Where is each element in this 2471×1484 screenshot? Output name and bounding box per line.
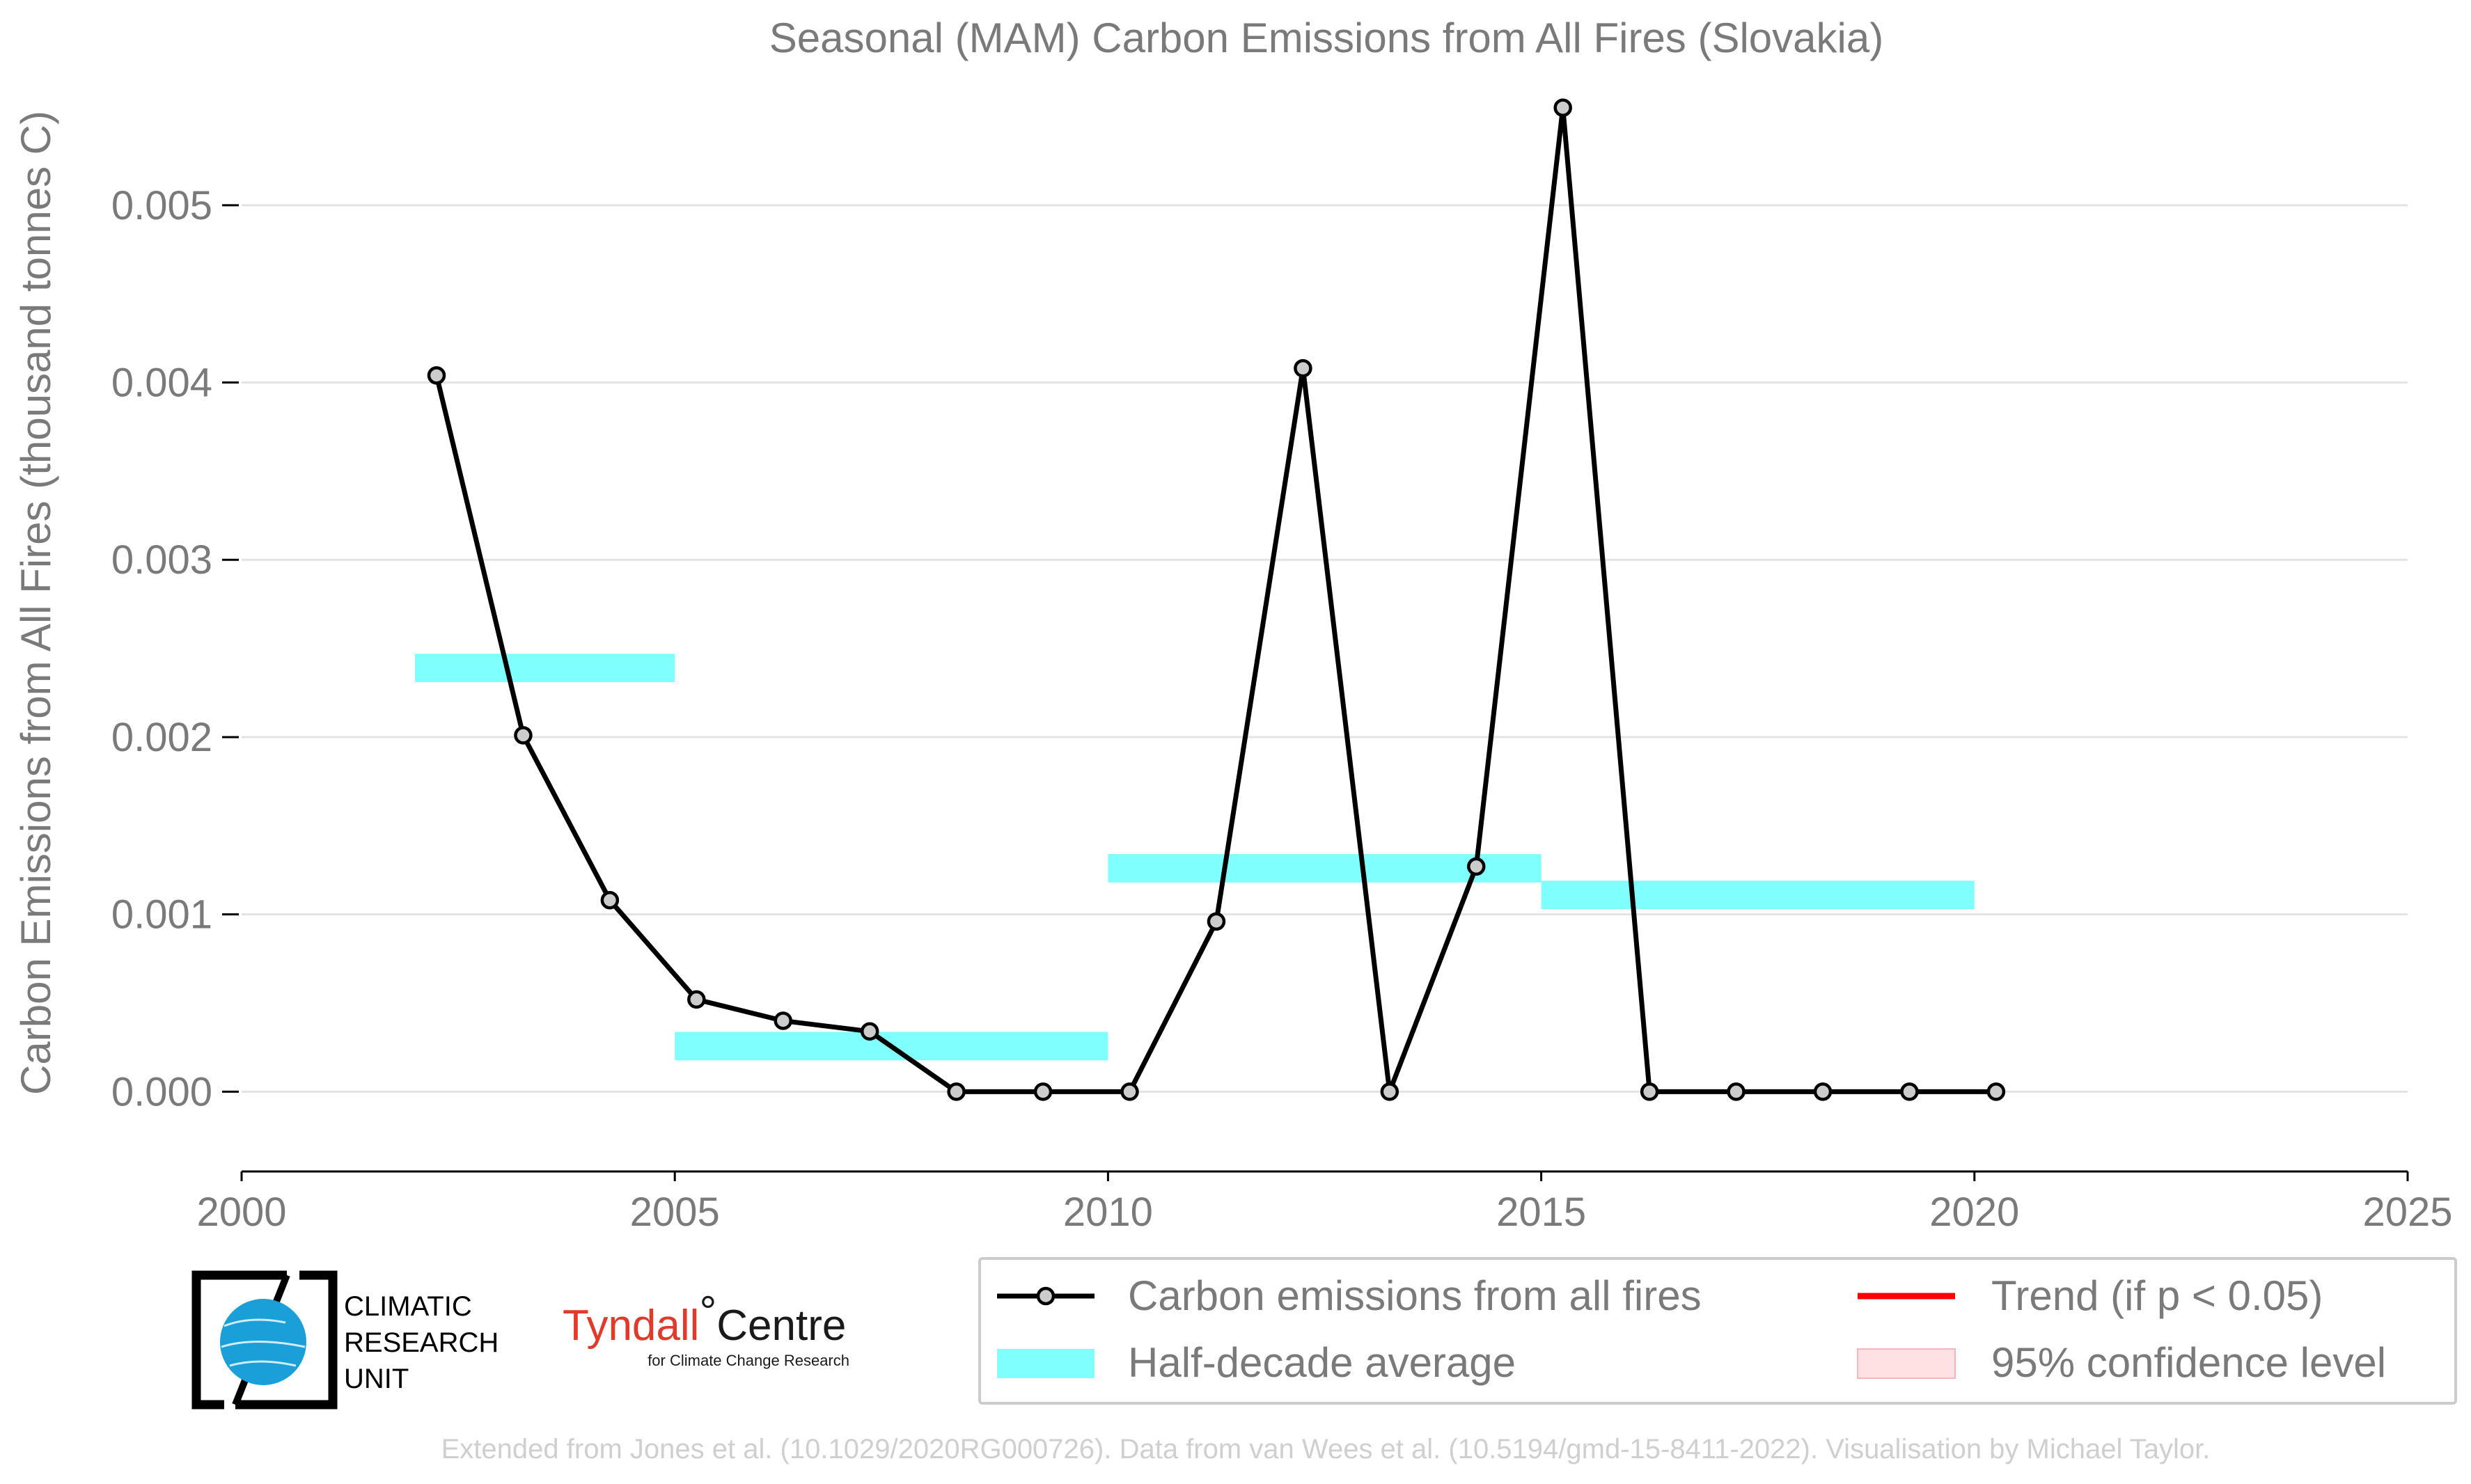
legend-item-confidence: 95% confidence level — [1857, 1339, 2386, 1386]
cru-logo-line2: RESEARCH — [344, 1327, 499, 1358]
cru-logo-line1: CLIMATIC — [344, 1291, 472, 1322]
x-axis-ticks: 2000 2005 2010 2015 2020 2025 — [196, 1171, 2453, 1235]
tyndall-logo-name: Tyndall — [563, 1302, 699, 1350]
legend-label-half-decade: Half-decade average — [1128, 1339, 1516, 1386]
data-point — [1900, 1082, 1919, 1101]
grid-layer — [242, 204, 2408, 1093]
y-tick-label: 0.003 — [111, 537, 212, 583]
tyndall-logo-degree: ° — [699, 1288, 716, 1336]
half-decade-average-bar — [1541, 881, 1975, 910]
y-tick-label: 0.004 — [111, 361, 212, 406]
data-point — [514, 726, 533, 745]
credit-line: Extended from Jones et al. (10.1029/2020… — [441, 1434, 2211, 1465]
y-tick-label: 0.000 — [111, 1069, 212, 1114]
x-tick-label: 2000 — [196, 1190, 286, 1235]
series-line-layer — [434, 105, 1996, 1094]
x-tick-label: 2015 — [1496, 1190, 1586, 1235]
y-axis-label: Carbon Emissions from All Fires (thousan… — [13, 111, 59, 1095]
tyndall-logo-subtitle: for Climate Change Research — [648, 1352, 849, 1369]
data-point — [1553, 98, 1572, 117]
x-tick-label: 2010 — [1063, 1190, 1153, 1235]
chart-title: Seasonal (MAM) Carbon Emissions from All… — [769, 15, 1883, 61]
data-point — [687, 990, 706, 1009]
data-point — [1986, 1082, 2006, 1101]
data-point — [947, 1082, 966, 1101]
x-tick-label: 2005 — [630, 1190, 720, 1235]
legend-label-confidence: 95% confidence level — [1991, 1339, 2386, 1386]
legend-swatch-half-decade — [997, 1349, 1095, 1378]
data-point — [774, 1011, 792, 1030]
y-tick-label: 0.002 — [111, 715, 212, 760]
data-point — [1467, 857, 1486, 876]
legend-item-trend: Trend (if p < 0.05) — [1858, 1272, 2323, 1319]
half-decade-average-layer — [414, 654, 1975, 1061]
data-point — [1120, 1082, 1139, 1101]
series-point-layer — [427, 98, 2006, 1101]
data-point — [1813, 1082, 1833, 1101]
x-tick-label: 2020 — [1929, 1190, 2019, 1235]
data-point — [1294, 358, 1312, 378]
data-point — [427, 366, 446, 385]
series-line — [434, 105, 1996, 1094]
svg-text:Tyndall°Centre: Tyndall°Centre — [563, 1288, 846, 1350]
legend-frame — [978, 1257, 2457, 1405]
data-point — [1380, 1082, 1399, 1101]
legend-swatch-confidence — [1857, 1348, 1956, 1379]
tyndall-logo: Tyndall°Centre for Climate Change Resear… — [563, 1288, 849, 1369]
y-axis-ticks: 0.000 0.001 0.002 0.003 0.004 0.005 — [111, 183, 239, 1114]
data-point — [860, 1022, 879, 1041]
cru-logo-line3: UNIT — [344, 1364, 409, 1394]
y-tick-label: 0.005 — [111, 183, 212, 228]
cru-logo: CLIMATIC RESEARCH UNIT — [191, 1270, 499, 1410]
data-point — [1033, 1082, 1053, 1101]
legend-item-half-decade: Half-decade average — [997, 1339, 1516, 1386]
legend-label-series: Carbon emissions from all fires — [1128, 1272, 1702, 1319]
data-point — [600, 891, 620, 910]
legend-item-series: Carbon emissions from all fires — [997, 1272, 1702, 1319]
data-point — [1207, 912, 1226, 931]
y-tick-label: 0.001 — [111, 892, 212, 938]
data-point — [1727, 1082, 1746, 1101]
legend: Carbon emissions from all fires Half-dec… — [978, 1257, 2457, 1405]
legend-label-trend: Trend (if p < 0.05) — [1991, 1272, 2323, 1319]
data-point — [1640, 1082, 1659, 1101]
half-decade-average-bar — [414, 654, 675, 682]
x-tick-label: 2025 — [2362, 1190, 2452, 1235]
tyndall-logo-centre: Centre — [716, 1302, 846, 1350]
